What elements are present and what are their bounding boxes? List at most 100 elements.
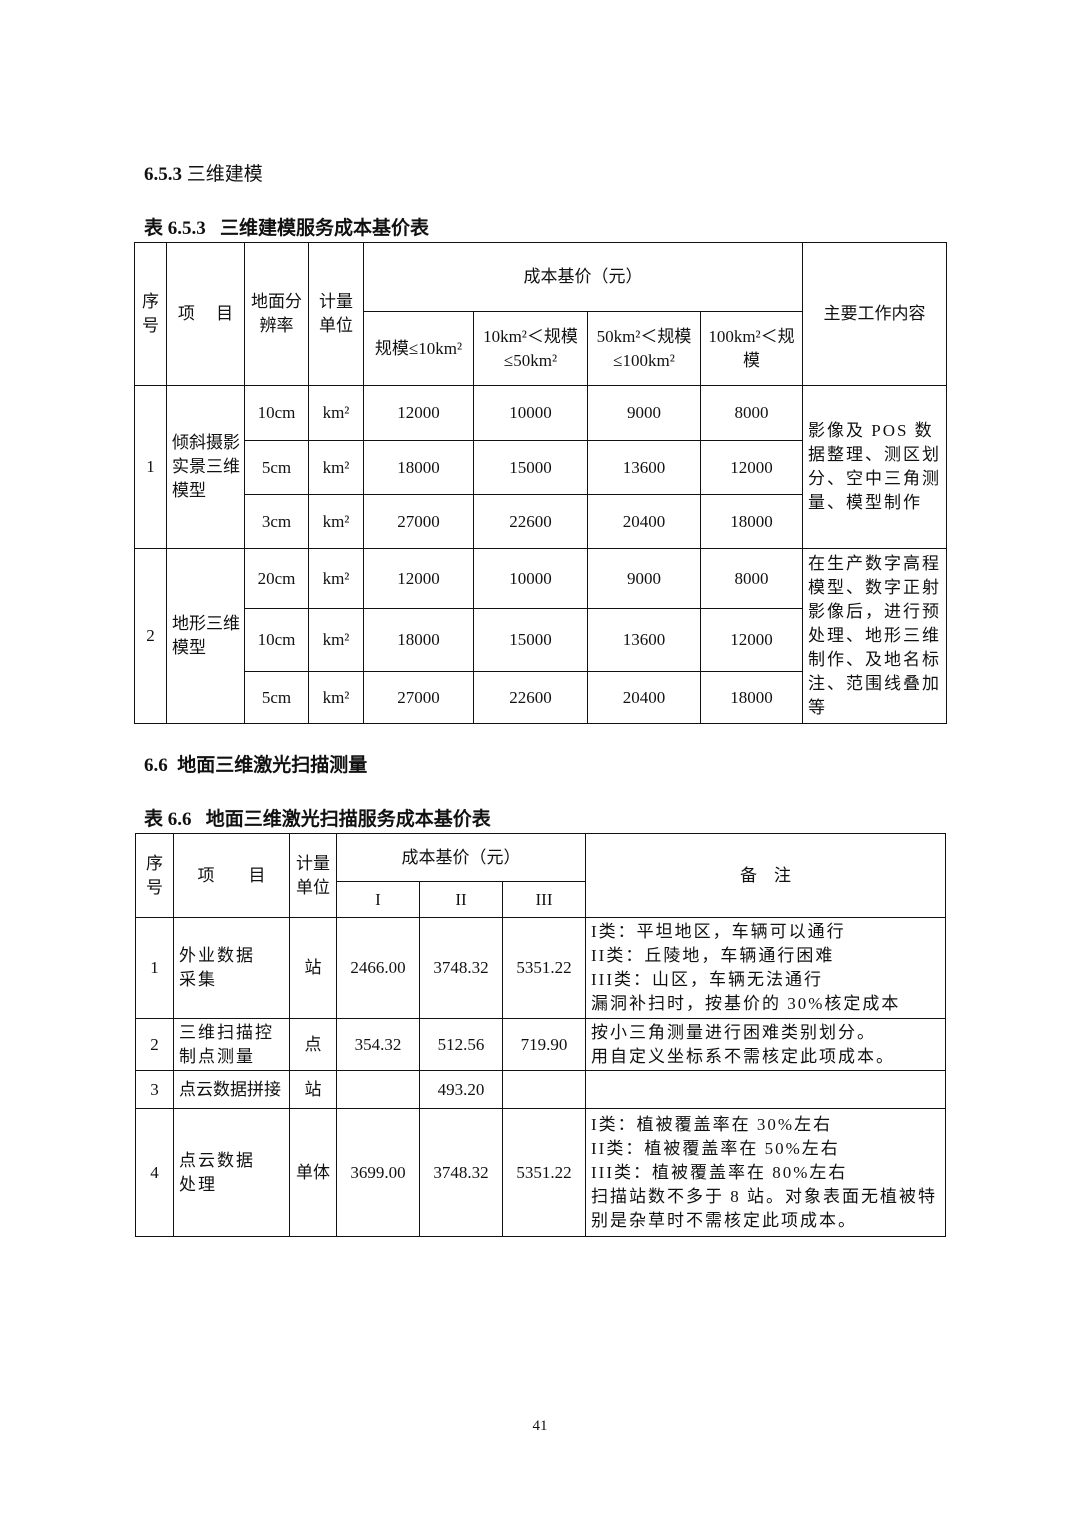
header-cost: 成本基价（元）	[363, 242, 803, 312]
table-caption-6-6: 表 6.6 地面三维激光扫描服务成本基价表	[144, 804, 491, 831]
cell-unit: km²	[308, 671, 364, 724]
header-seq: 序 号	[135, 833, 174, 918]
header-class: I	[336, 881, 420, 918]
header-unit: 计量 单位	[289, 833, 337, 918]
cell-item: 点云数据拼接	[173, 1070, 290, 1109]
header-item: 项 目	[166, 242, 245, 386]
cell-value: 15000	[473, 440, 588, 495]
cell-remark: I类：植被覆盖率在 30%左右 II类：植被覆盖率在 50%左右 III类：植被…	[585, 1108, 947, 1237]
cell-value: 22600	[473, 494, 588, 549]
cell-unit: km²	[308, 608, 364, 672]
header-resolution: 地面分 辨率	[244, 242, 309, 386]
section-heading-6-5-3: 6.5.3 三维建模	[144, 159, 263, 186]
cell-value: 719.90	[501, 1018, 587, 1071]
cell-resolution: 5cm	[244, 440, 309, 495]
cell-value: 18000	[700, 494, 803, 549]
cell-resolution: 5cm	[244, 671, 309, 724]
caption-text: 三维建模服务成本基价表	[220, 218, 430, 239]
cell-value: 8000	[700, 548, 803, 609]
section-title: 地面三维激光扫描测量	[177, 755, 368, 776]
cell-value: 10000	[473, 385, 588, 441]
cell-value: 3748.32	[419, 917, 503, 1019]
header-unit: 计量 单位	[308, 242, 364, 386]
cell-unit: 点	[289, 1018, 337, 1071]
cell-value: 9000	[587, 385, 701, 441]
cell-value: 15000	[473, 608, 588, 672]
table-laser-scanning-cost: 序 号 项 目 计量 单位 成本基价（元） 备 注 I II III 1 外业数…	[135, 833, 947, 1237]
cell-remark: 按小三角测量进行困难类别划分。 用自定义坐标系不需核定此项成本。	[585, 1018, 947, 1071]
cell-value: 20400	[587, 671, 701, 724]
cell-value: 8000	[700, 385, 803, 441]
table-row: 10cm km² 18000 15000 13600 12000	[135, 608, 947, 672]
table-caption-6-5-3: 表 6.5.3 三维建模服务成本基价表	[144, 213, 429, 240]
cell-seq: 1	[135, 917, 174, 1019]
cell-unit: 单体	[289, 1108, 337, 1237]
cell-work: 影像及 POS 数据整理、测区划分、空中三角测量、模型制作	[802, 385, 947, 549]
caption-text: 地面三维激光扫描服务成本基价表	[205, 809, 491, 830]
cell-resolution: 10cm	[244, 385, 309, 441]
header-scale: 100km²＜规 模	[700, 311, 803, 386]
cell-unit: km²	[308, 440, 364, 495]
cell-item: 地形三维 模型	[166, 548, 245, 724]
cell-remark: I类：平坦地区，车辆可以通行 II类：丘陵地，车辆通行困难 III类：山区，车辆…	[585, 917, 947, 1019]
header-scale: 规模≤10km²	[363, 311, 474, 386]
cell-value-empty	[336, 1070, 420, 1109]
page-number: 41	[532, 1418, 548, 1434]
cell-value: 5351.22	[501, 917, 587, 1019]
cell-seq: 3	[135, 1070, 174, 1109]
cell-value: 27000	[363, 671, 474, 724]
header-class: II	[419, 881, 503, 918]
header-work: 主要工作内容	[802, 242, 947, 386]
cell-value: 27000	[363, 494, 474, 549]
header-scale: 10km²＜规模 ≤50km²	[473, 311, 588, 386]
table-row: 2 三维扫描控 制点测量 点 354.32 512.56 719.90 按小三角…	[135, 1018, 947, 1071]
caption-number: 表 6.5.3	[144, 218, 206, 239]
caption-number: 表 6.6	[144, 809, 192, 830]
cell-value: 512.56	[419, 1018, 503, 1071]
cell-work: 在生产数字高程模型、数字正射影像后，进行预处理、地形三维制作、及地名标注、范围线…	[802, 548, 947, 724]
cell-unit: 站	[289, 1070, 337, 1109]
section-number: 6.5.3	[144, 164, 182, 185]
cell-item: 外业数据 采集	[173, 917, 290, 1019]
header-remark: 备 注	[585, 833, 947, 918]
table-row: 2 地形三维 模型 20cm km² 12000 10000 9000 8000…	[134, 548, 947, 724]
cell-resolution: 20cm	[244, 548, 309, 609]
cell-value: 18000	[363, 440, 474, 495]
cell-value: 9000	[587, 548, 701, 609]
cell-value: 22600	[473, 671, 588, 724]
table-3d-modeling-cost: 序 号 项 目 地面分 辨率 计量 单位 成本基价（元） 主要工作内容 规模≤1…	[134, 242, 947, 724]
cell-value: 12000	[363, 385, 474, 441]
cell-value: 5351.22	[501, 1108, 587, 1237]
cell-value: 493.20	[419, 1070, 503, 1109]
section-title: 三维建模	[186, 164, 263, 185]
cell-resolution: 3cm	[244, 494, 309, 549]
table-row: 3 点云数据拼接 站 493.20	[135, 1070, 947, 1109]
section-number: 6.6	[144, 755, 168, 776]
header-class: III	[501, 881, 587, 918]
table-row: 3cm km² 27000 22600 20400 18000	[135, 494, 947, 549]
header-scale: 50km²＜规模 ≤100km²	[587, 311, 701, 386]
cell-seq: 1	[134, 385, 167, 549]
table-row: 1 外业数据 采集 站 2466.00 3748.32 5351.22 I类：平…	[135, 917, 947, 1019]
cell-remark	[585, 1070, 947, 1109]
cell-value: 12000	[700, 440, 803, 495]
cell-value: 3748.32	[419, 1108, 503, 1237]
cell-unit: km²	[308, 494, 364, 549]
header-item: 项 目	[173, 833, 290, 918]
cell-value: 13600	[587, 608, 701, 672]
section-heading-6-6: 6.6 地面三维激光扫描测量	[144, 750, 367, 777]
cell-unit: 站	[289, 917, 337, 1019]
cell-value-empty	[501, 1070, 587, 1109]
cell-value: 12000	[700, 608, 803, 672]
cell-value: 20400	[587, 494, 701, 549]
table-row: 5cm km² 18000 15000 13600 12000	[135, 440, 947, 495]
cell-item: 倾斜摄影 实景三维 模型	[166, 385, 245, 549]
cell-value: 12000	[363, 548, 474, 609]
cell-value: 18000	[700, 671, 803, 724]
cell-seq: 4	[135, 1108, 174, 1237]
table-row: 1 倾斜摄影 实景三维 模型 10cm km² 12000 10000 9000…	[134, 385, 947, 549]
cell-resolution: 10cm	[244, 608, 309, 672]
cell-seq: 2	[134, 548, 167, 724]
header-cost: 成本基价（元）	[335, 833, 587, 882]
cell-value: 13600	[587, 440, 701, 495]
